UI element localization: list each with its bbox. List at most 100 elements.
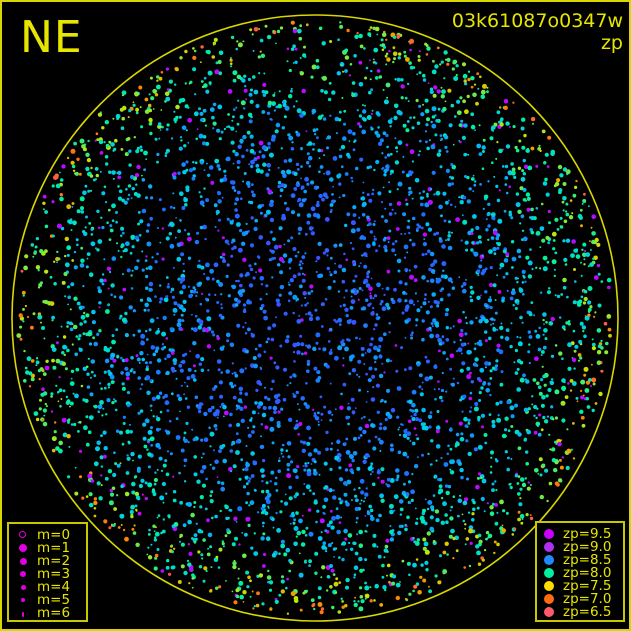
data-point	[572, 422, 575, 425]
data-point	[272, 405, 278, 411]
data-point	[345, 577, 350, 583]
data-point	[591, 408, 595, 413]
data-point	[591, 346, 597, 351]
data-point	[125, 429, 130, 435]
data-point	[460, 475, 464, 480]
data-point	[422, 103, 424, 106]
data-point	[423, 297, 427, 301]
data-point	[216, 164, 221, 168]
data-point	[264, 425, 269, 430]
data-point	[234, 152, 239, 157]
data-point	[238, 477, 242, 481]
data-point	[147, 533, 151, 536]
data-point	[505, 511, 509, 515]
data-point	[146, 448, 149, 451]
data-point	[422, 578, 427, 583]
data-point	[236, 299, 241, 304]
data-point	[600, 346, 604, 350]
data-point	[447, 88, 452, 93]
data-point	[203, 272, 206, 276]
data-point	[283, 243, 286, 246]
data-point	[472, 174, 475, 177]
data-point	[543, 419, 549, 424]
data-point	[170, 137, 174, 140]
data-point	[325, 430, 329, 435]
data-point	[85, 442, 90, 447]
data-point	[433, 85, 438, 90]
data-point	[195, 353, 200, 359]
data-point	[98, 301, 102, 305]
data-point	[178, 115, 182, 119]
data-point	[187, 285, 190, 288]
data-point	[121, 386, 126, 391]
data-point	[440, 388, 445, 393]
data-point	[556, 294, 561, 299]
data-point	[199, 505, 203, 509]
data-point	[344, 69, 348, 73]
data-point	[522, 274, 525, 278]
data-point	[135, 107, 140, 112]
data-point	[177, 229, 182, 234]
data-point	[386, 477, 391, 482]
data-point	[591, 377, 597, 383]
data-point	[376, 470, 381, 475]
data-point	[529, 516, 534, 521]
data-point	[429, 333, 434, 339]
data-point	[249, 267, 254, 272]
data-point	[446, 553, 449, 556]
data-point	[239, 406, 244, 411]
data-point	[247, 479, 251, 483]
data-point	[262, 521, 265, 525]
data-point	[265, 536, 271, 541]
data-point	[66, 253, 70, 257]
data-point	[444, 312, 449, 317]
data-point	[580, 379, 586, 385]
data-point	[147, 452, 152, 457]
data-point	[132, 103, 136, 107]
data-point	[380, 498, 385, 503]
data-point	[393, 509, 396, 512]
data-point	[450, 103, 455, 108]
data-point	[362, 201, 367, 207]
data-point	[580, 415, 585, 420]
data-point	[240, 418, 245, 423]
data-point	[284, 105, 290, 111]
data-point	[279, 344, 283, 348]
data-point	[428, 267, 432, 272]
data-point	[90, 166, 93, 170]
data-point	[561, 456, 565, 459]
data-point	[385, 483, 388, 486]
data-point	[214, 158, 220, 164]
data-point	[305, 313, 308, 316]
data-point	[84, 226, 87, 229]
data-point	[439, 134, 443, 137]
data-point	[132, 370, 136, 374]
data-point	[430, 463, 433, 466]
data-point	[547, 241, 551, 245]
data-point	[224, 239, 229, 244]
data-point	[205, 477, 208, 481]
data-point	[43, 337, 46, 340]
data-point	[321, 565, 326, 570]
data-point	[376, 133, 381, 138]
data-point	[421, 425, 427, 431]
data-point	[62, 389, 66, 393]
data-point	[430, 120, 433, 124]
data-point	[442, 569, 448, 574]
data-point	[341, 605, 345, 609]
data-point	[111, 219, 115, 222]
data-point	[371, 482, 376, 487]
data-point	[494, 299, 497, 301]
data-point	[79, 475, 82, 479]
data-point	[400, 233, 403, 235]
data-point	[317, 423, 320, 426]
data-point	[440, 496, 444, 500]
data-point	[310, 289, 314, 293]
data-point	[107, 386, 110, 389]
data-point	[367, 378, 372, 383]
data-point	[97, 286, 101, 290]
data-point	[393, 494, 399, 500]
data-point	[376, 282, 381, 287]
data-point	[554, 217, 559, 222]
data-point	[411, 389, 417, 395]
